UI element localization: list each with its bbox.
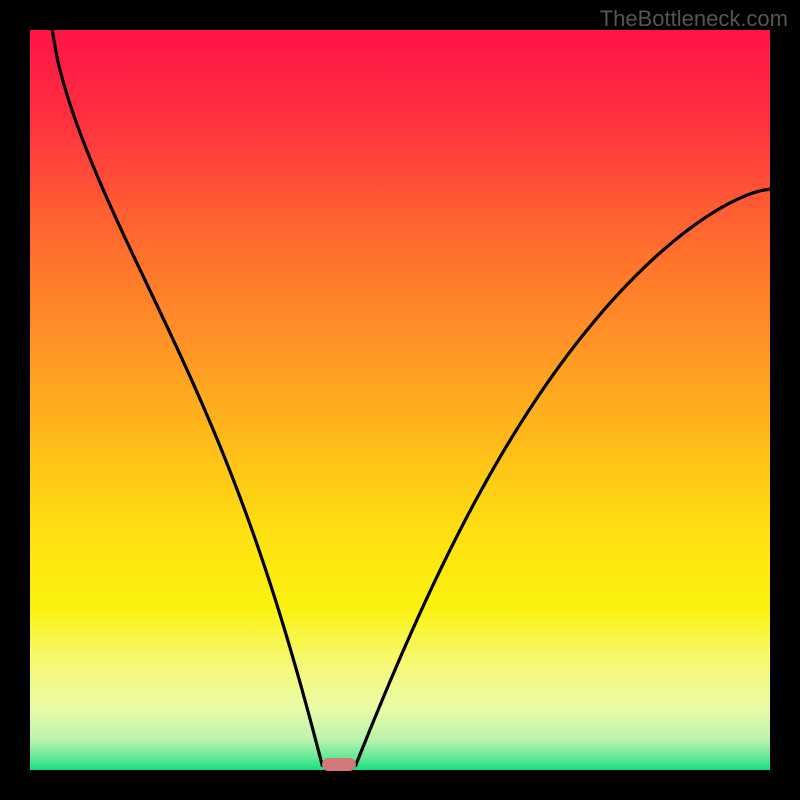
watermark-text: TheBottleneck.com (600, 6, 788, 32)
bottleneck-curve (30, 30, 770, 770)
plot-area (30, 30, 770, 770)
optimal-point-marker (322, 758, 356, 771)
